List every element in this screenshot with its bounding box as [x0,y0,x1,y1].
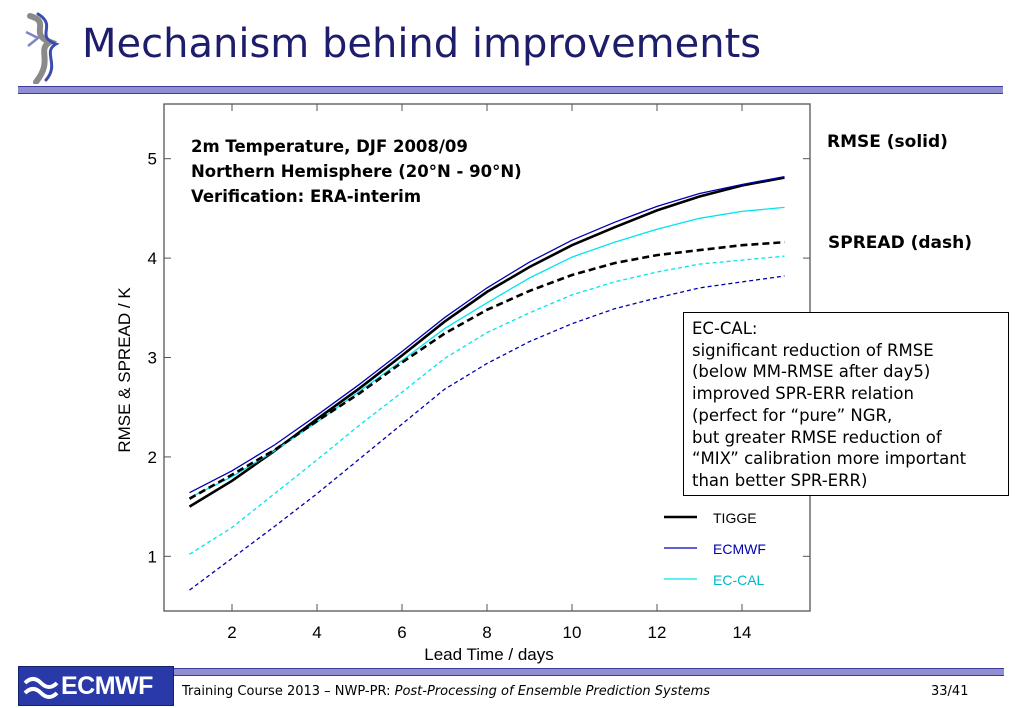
y-tick-label: 3 [148,349,157,368]
rmse-solid-label: RMSE (solid) [827,132,948,152]
legend-label: ECMWF [713,541,766,557]
y-axis-label: RMSE & SPREAD / K [115,287,134,453]
legend-label: TIGGE [713,510,757,526]
footer-prefix: Training Course 2013 – NWP-PR: [182,684,395,699]
note-line: (below MM-RMSE after day5) [692,362,931,382]
footer-logo-text: ECMWF [61,672,153,700]
x-tick-label: 14 [733,623,752,642]
y-tick-label: 2 [148,448,157,467]
title-divider [18,86,1003,94]
x-tick-label: 6 [397,623,406,642]
footer-course-text: Training Course 2013 – NWP-PR: Post-Proc… [182,684,710,699]
x-tick-label: 4 [312,623,321,642]
chart-title-line-3: Verification: ERA-interim [191,187,421,206]
note-line: (perfect for “pure” NGR, [692,405,893,425]
note-line: significant reduction of RMSE [692,340,934,360]
ec-cal-note-box: EC-CAL: significant reduction of RMSE (b… [683,312,1009,496]
y-tick-label: 1 [148,547,157,566]
y-tick-label: 4 [148,249,157,268]
y-tick-label: 5 [148,150,157,169]
note-line: improved SPR-ERR relation [692,384,914,404]
series-ecmwf-rmse [189,175,785,494]
note-line: but greater RMSE reduction of [692,427,942,447]
footer-divider [174,668,1004,676]
legend-label: EC-CAL [713,572,765,588]
x-tick-label: 2 [227,623,236,642]
chart-legend: TIGGE ECMWF EC-CAL [664,510,766,588]
x-axis-label: Lead Time / days [424,645,553,664]
ecmwf-swirl-logo [25,12,60,84]
ecmwf-wave-icon [23,677,59,699]
series-ecmwf-spread [189,275,785,591]
series-ec-cal-spread [189,255,785,555]
x-tick-label: 10 [563,623,582,642]
ecmwf-footer-logo: ECMWF [18,666,174,706]
page-number: 33/41 [931,684,969,699]
chart-title-line-1: 2m Temperature, DJF 2008/09 [191,137,468,156]
spread-dash-label: SPREAD (dash) [828,233,972,253]
note-line: “MIX” calibration more important [692,449,967,469]
footer-course-title: Post-Processing of Ensemble Prediction S… [394,684,711,699]
x-tick-label: 12 [648,623,667,642]
note-line: EC-CAL: [692,319,758,338]
slide-title: Mechanism behind improvements [82,21,762,67]
series-tigge-spread [188,240,785,500]
note-line: than better SPR-ERR) [692,470,868,490]
x-tick-label: 8 [482,623,491,642]
chart-title-line-2: Northern Hemisphere (20°N - 90°N) [191,162,522,181]
